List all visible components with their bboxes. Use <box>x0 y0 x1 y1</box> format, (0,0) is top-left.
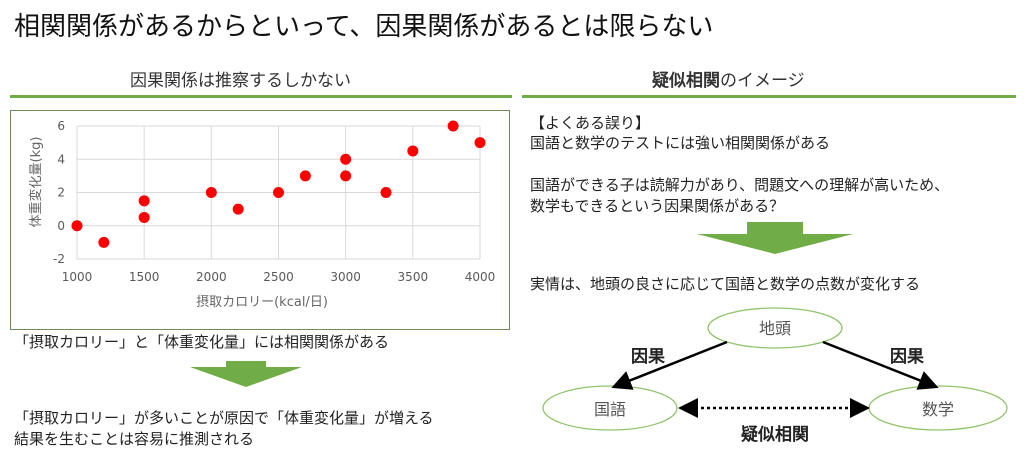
x-tick-label: 1000 <box>62 270 93 284</box>
cause-label-left: 因果 <box>631 347 665 367</box>
y-tick-label: 6 <box>57 119 65 133</box>
cause-arrow-left <box>611 340 728 390</box>
data-point <box>474 137 486 149</box>
down-arrow-icon <box>697 222 853 254</box>
scatter-chart: 1000 1500 2000 2500 3000 3500 4000 -2 0 2 4 6 摂取カロリ… <box>10 110 510 330</box>
down-arrow-icon <box>190 361 302 387</box>
right-heading-bold: 疑似相関 <box>652 71 720 91</box>
data-point <box>98 236 110 248</box>
y-tick-label: 0 <box>57 219 65 233</box>
left-conclusion-1: 「摂取カロリー」が多いことが原因で「体重変化量」が増える <box>14 409 434 427</box>
spurious-correlation-diagram: 地頭 国語 数学 因果 因果 疑似相関 <box>542 307 1008 445</box>
node-jiatama <box>707 307 843 349</box>
y-axis-label: 体重変化量(kg) <box>28 137 44 228</box>
left-conclusion-2: 結果を生むことは容易に推測される <box>14 430 255 448</box>
x-tick-label: 3500 <box>398 270 429 284</box>
data-point <box>273 187 284 198</box>
spurious-label: 疑似相関 <box>741 424 809 445</box>
data-point <box>232 203 244 215</box>
chart-frame <box>10 110 510 330</box>
data-point <box>407 145 419 157</box>
mistake-line-1: 国語と数学のテストには強い相関関係がある <box>530 134 831 152</box>
node-japanese <box>542 385 678 431</box>
right-heading: 疑似相関のイメージ <box>652 66 805 91</box>
left-heading: 因果関係は推察するしかない <box>130 71 351 91</box>
mistake-line-2: 国語ができる子は読解力があり、問題文への理解が高いため、 <box>530 176 950 194</box>
left-divider <box>10 95 512 98</box>
page-title: 相関関係があるからといって、因果関係があるとは限らない <box>14 12 714 42</box>
data-point <box>447 120 459 132</box>
common-mistake-label: 【よくある誤り】 <box>530 114 651 132</box>
cause-arrow-right <box>822 340 939 390</box>
data-point <box>340 153 352 165</box>
data-point <box>205 187 217 198</box>
left-statement: 「摂取カロリー」と「体重変化量」には相関関係がある <box>14 333 390 351</box>
data-point <box>71 220 83 232</box>
reality-text: 実情は、地頭の良さに応じて国語と数学の点数が変化する <box>530 275 921 293</box>
y-tick-label: 4 <box>57 152 65 166</box>
data-point <box>299 170 311 182</box>
x-tick-label: 3000 <box>330 270 361 284</box>
x-tick-label: 2500 <box>263 270 294 284</box>
node-right-label: 数学 <box>922 400 954 419</box>
cause-label-right: 因果 <box>890 347 924 367</box>
x-tick-label: 4000 <box>465 270 496 284</box>
node-left-label: 国語 <box>594 400 626 419</box>
right-heading-rest: のイメージ <box>720 71 805 91</box>
right-divider <box>522 95 1016 98</box>
y-tick-label: 2 <box>57 186 65 200</box>
y-tick-label: -2 <box>53 252 65 266</box>
x-axis-label: 摂取カロリー(kcal/日) <box>196 294 328 310</box>
data-point <box>138 211 150 223</box>
data-point <box>138 195 150 207</box>
mistake-line-3: 数学もできるという因果関係がある？ <box>530 197 785 215</box>
x-tick-label: 2000 <box>196 270 227 284</box>
node-top-label: 地頭 <box>759 319 791 338</box>
data-point <box>380 187 392 198</box>
x-tick-label: 1500 <box>129 270 160 284</box>
data-point <box>340 170 352 182</box>
